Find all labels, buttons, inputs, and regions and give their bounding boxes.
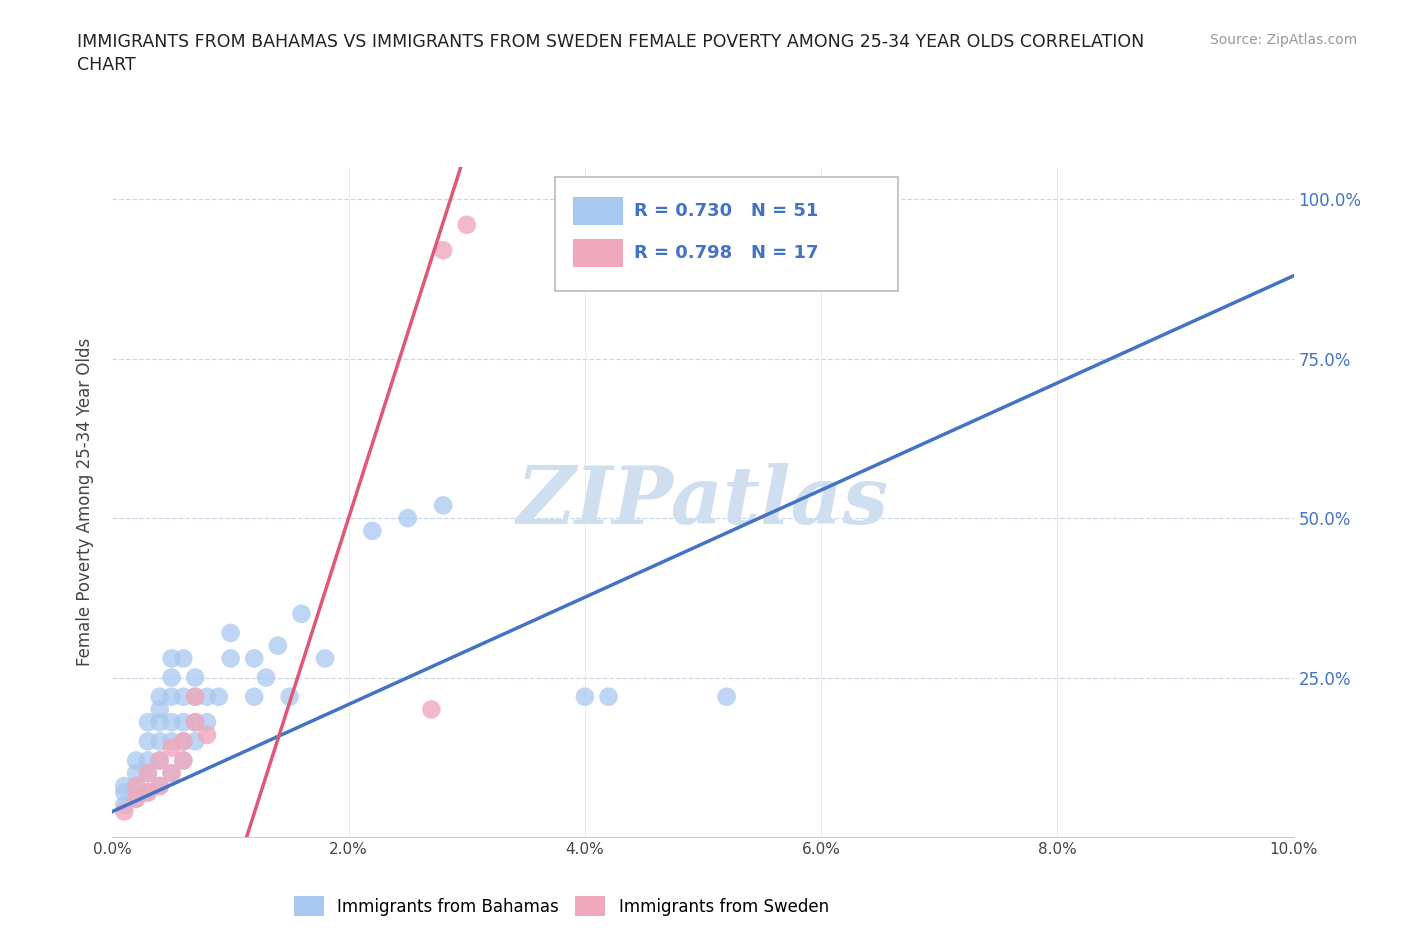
- Legend: Immigrants from Bahamas, Immigrants from Sweden: Immigrants from Bahamas, Immigrants from…: [287, 890, 835, 923]
- Point: [149, 715, 172, 730]
- Point: [598, 689, 620, 704]
- Point: [254, 671, 277, 685]
- Point: [125, 778, 148, 793]
- Point: [716, 689, 738, 704]
- Point: [184, 715, 207, 730]
- Point: [136, 753, 159, 768]
- Point: [112, 798, 135, 813]
- Y-axis label: Female Poverty Among 25-34 Year Olds: Female Poverty Among 25-34 Year Olds: [76, 339, 94, 666]
- Point: [195, 689, 218, 704]
- Point: [184, 689, 207, 704]
- Point: [172, 715, 194, 730]
- Point: [361, 524, 384, 538]
- Point: [184, 689, 207, 704]
- Point: [160, 651, 183, 666]
- Point: [149, 753, 172, 768]
- Point: [396, 511, 419, 525]
- Point: [125, 791, 148, 806]
- Point: [136, 785, 159, 800]
- Point: [112, 804, 135, 819]
- Point: [112, 785, 135, 800]
- Point: [432, 498, 454, 512]
- Point: [136, 734, 159, 749]
- Point: [243, 651, 266, 666]
- FancyBboxPatch shape: [555, 178, 898, 291]
- Point: [172, 734, 194, 749]
- Point: [172, 753, 194, 768]
- Point: [149, 778, 172, 793]
- Point: [149, 778, 172, 793]
- Text: R = 0.730   N = 51: R = 0.730 N = 51: [634, 202, 818, 219]
- FancyBboxPatch shape: [574, 239, 623, 267]
- Point: [432, 243, 454, 258]
- Point: [149, 753, 172, 768]
- Point: [112, 778, 135, 793]
- Text: Source: ZipAtlas.com: Source: ZipAtlas.com: [1209, 33, 1357, 46]
- Point: [160, 765, 183, 780]
- Point: [195, 715, 218, 730]
- Point: [160, 689, 183, 704]
- Point: [184, 671, 207, 685]
- Point: [136, 765, 159, 780]
- Point: [125, 778, 148, 793]
- Point: [290, 606, 312, 621]
- Point: [184, 715, 207, 730]
- Point: [278, 689, 301, 704]
- Point: [420, 702, 443, 717]
- Point: [160, 740, 183, 755]
- Point: [219, 626, 242, 641]
- Point: [184, 734, 207, 749]
- Point: [125, 753, 148, 768]
- Text: R = 0.798   N = 17: R = 0.798 N = 17: [634, 244, 820, 262]
- Point: [160, 671, 183, 685]
- Point: [125, 791, 148, 806]
- Point: [219, 651, 242, 666]
- Point: [172, 753, 194, 768]
- Point: [208, 689, 231, 704]
- Point: [172, 734, 194, 749]
- FancyBboxPatch shape: [574, 197, 623, 225]
- Point: [574, 689, 596, 704]
- Point: [243, 689, 266, 704]
- Point: [136, 765, 159, 780]
- Point: [195, 727, 218, 742]
- Point: [136, 785, 159, 800]
- Point: [160, 734, 183, 749]
- Point: [125, 765, 148, 780]
- Text: CHART: CHART: [77, 56, 136, 73]
- Point: [149, 702, 172, 717]
- Point: [456, 218, 478, 232]
- Point: [267, 638, 290, 653]
- Point: [314, 651, 336, 666]
- Text: ZIPatlas: ZIPatlas: [517, 463, 889, 541]
- Point: [149, 689, 172, 704]
- Text: IMMIGRANTS FROM BAHAMAS VS IMMIGRANTS FROM SWEDEN FEMALE POVERTY AMONG 25-34 YEA: IMMIGRANTS FROM BAHAMAS VS IMMIGRANTS FR…: [77, 33, 1144, 50]
- Point: [172, 689, 194, 704]
- Point: [160, 715, 183, 730]
- Point: [149, 734, 172, 749]
- Point: [136, 715, 159, 730]
- Point: [172, 651, 194, 666]
- Point: [160, 765, 183, 780]
